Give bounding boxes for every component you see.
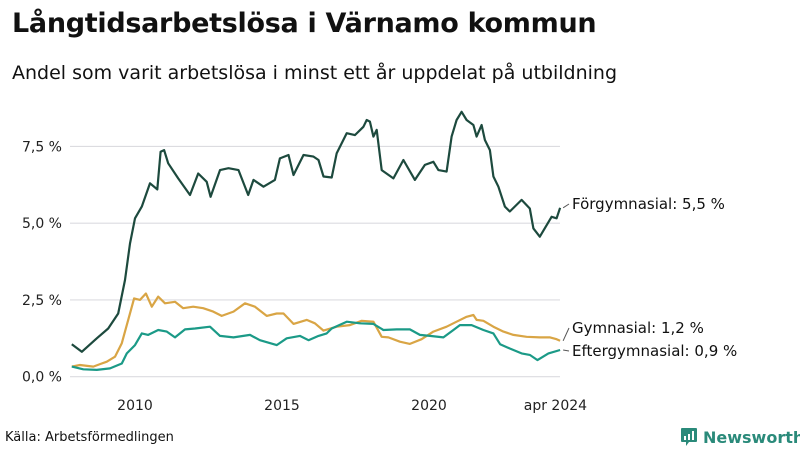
x-tick-label: 2020	[411, 398, 447, 414]
chart-subtitle: Andel som varit arbetslösa i minst ett å…	[12, 62, 618, 84]
series-end-label: Förgymnasial: 5,5 %	[572, 195, 725, 213]
series-line-gymnasial	[71, 292, 561, 368]
series-end-label: Eftergymnasial: 0,9 %	[572, 342, 737, 360]
y-tick-label: 2,5 %	[22, 293, 62, 309]
y-tick-label: 5,0 %	[22, 216, 62, 232]
chart-title: Långtidsarbetslösa i Värnamo kommun	[12, 8, 597, 39]
label-leader-line	[562, 327, 570, 341]
x-tick-label: 2010	[117, 398, 153, 414]
brand-name: Newsworthy	[703, 427, 800, 447]
series-line-förgymnasial	[71, 110, 562, 353]
source-note: Källa: Arbetsförmedlingen	[5, 430, 174, 445]
series-end-label: Gymnasial: 1,2 %	[572, 319, 704, 337]
newsworthy-logo-icon	[681, 428, 697, 446]
label-leader-line	[563, 349, 570, 352]
x-tick-label: 2015	[264, 398, 300, 414]
label-leader-line	[562, 203, 570, 209]
brand-logo: Newsworthy	[680, 427, 800, 447]
y-tick-label: 7,5 %	[22, 139, 62, 155]
x-tick-label: apr 2024	[524, 398, 587, 414]
y-tick-label: 0,0 %	[22, 370, 62, 386]
series-line-eftergymnasial	[71, 320, 561, 371]
